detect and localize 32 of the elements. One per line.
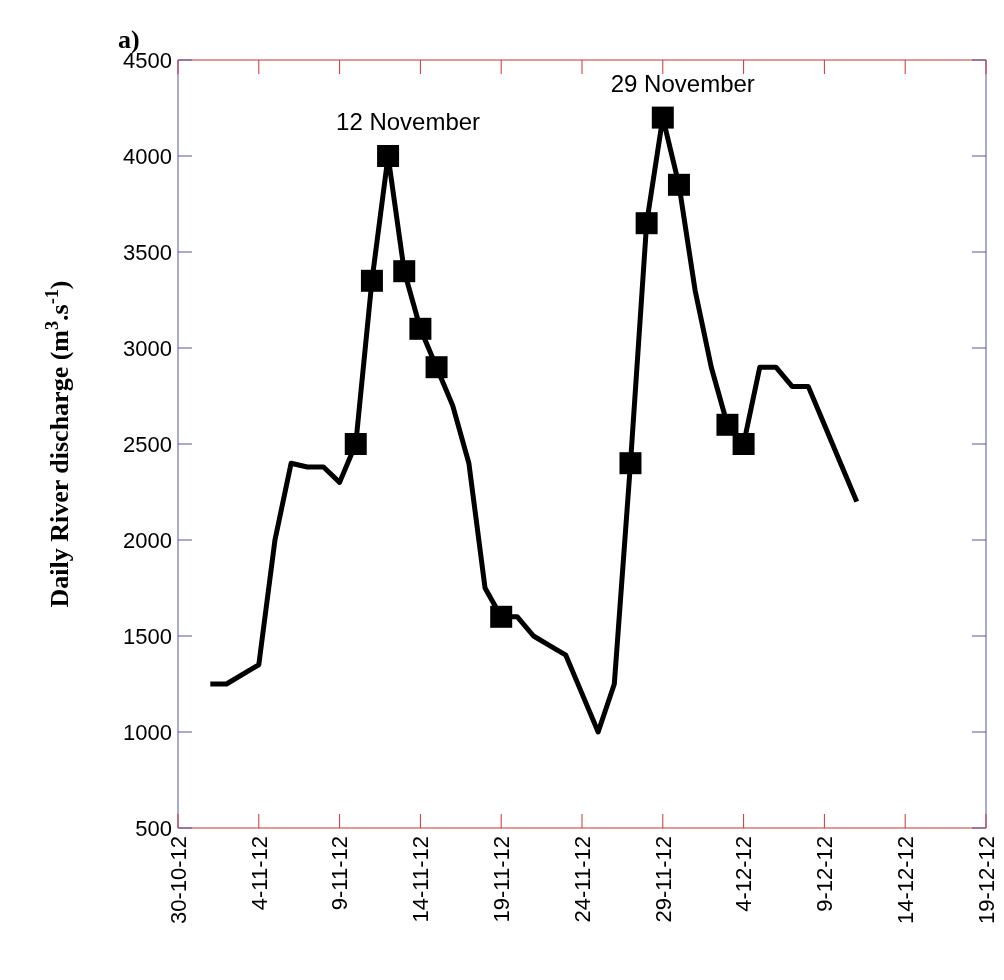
point [377, 145, 400, 167]
x-tick-label: 29-11-12 [650, 836, 676, 923]
y-tick-label: 1000 [123, 719, 172, 745]
x-tick-label: 14-12-12 [892, 836, 918, 925]
x-tick-label: 9-12-12 [812, 836, 838, 912]
point [651, 106, 674, 129]
point [635, 212, 658, 235]
x-tick-label: 24-11-12 [569, 836, 595, 923]
x-tick-label: 4-12-12 [731, 836, 757, 912]
x-tick-label: 19-11-12 [488, 836, 514, 923]
x-tick-label: 14-11-12 [408, 836, 434, 923]
x-tick-label: 4-11-12 [246, 836, 272, 911]
point [716, 413, 739, 436]
y-tick-label: 1500 [123, 623, 172, 649]
y-tick-label: 3500 [123, 239, 172, 265]
x-tick-label: 19-12-12 [973, 836, 999, 925]
y-tick-label: 2000 [123, 527, 172, 553]
annotation: 29 November [610, 69, 755, 97]
point [360, 269, 383, 292]
point [490, 605, 513, 628]
x-tick-label: 9-11-12 [327, 836, 353, 911]
point [667, 173, 690, 196]
annotation: 12 November [336, 108, 481, 135]
point [344, 433, 367, 455]
point [409, 317, 432, 340]
y-tick-label: 3000 [123, 335, 172, 361]
y-tick-label: 2500 [123, 431, 172, 457]
point [619, 452, 642, 475]
y-tick-label: 4000 [123, 143, 172, 169]
point [425, 356, 448, 379]
point [732, 433, 755, 455]
point [393, 260, 416, 283]
